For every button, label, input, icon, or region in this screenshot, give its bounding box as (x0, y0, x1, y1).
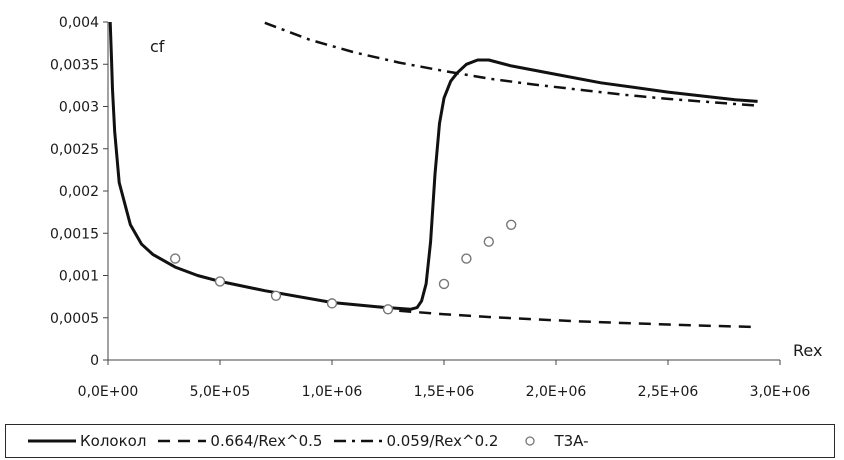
legend-item-kolokol: Колокол (28, 432, 146, 450)
series-line-0-059-rex-0-2 (264, 21, 758, 107)
x-tick-label: 2,0E+06 (526, 384, 587, 400)
legend-swatch-dashed (158, 439, 207, 443)
series-line-0-664-rex-0-5 (399, 309, 758, 329)
y-tick-label: 0 (90, 353, 99, 369)
y-tick-label: 0,004 (59, 15, 99, 31)
x-axis-label: Rex (793, 341, 822, 360)
series-line-колокол (108, 21, 758, 311)
x-tick-label: 1,0E+06 (302, 384, 363, 400)
series-t3a (169, 219, 517, 315)
y-tick-label: 0,001 (59, 269, 99, 285)
legend-label: T3A- (554, 432, 589, 450)
y-tick-label: 0,0015 (50, 226, 99, 242)
chart-legend: Колокол 0.664/Rex^0.5 0.059/Rex^0.2 T3A- (5, 424, 835, 458)
y-tick-label: 0,0035 (50, 57, 99, 73)
chart-axes: 0 0,0005 0,001 0,0015 0,002 0,0025 0,003 0,0035… (50, 15, 810, 400)
legend-label: Колокол (80, 432, 147, 450)
legend-swatch-marker (525, 436, 536, 446)
data-point (506, 219, 517, 231)
data-point (382, 304, 394, 315)
chart-series-layer (108, 21, 758, 329)
data-point (214, 276, 226, 287)
legend-swatch-solid (28, 439, 76, 443)
data-point (483, 236, 494, 247)
legend-swatch-dashdot (334, 439, 383, 443)
x-tick-label: 3,0E+06 (750, 384, 811, 400)
y-tick-label: 0,0025 (50, 142, 99, 158)
y-tick-label: 0,003 (59, 100, 99, 116)
x-tick-label: 1,5E+06 (414, 384, 475, 400)
data-point (169, 253, 181, 264)
legend-label: 0.664/Rex^0.5 (210, 432, 323, 450)
data-point (461, 253, 472, 264)
legend-label: 0.059/Rex^0.2 (386, 432, 499, 450)
y-tick-label: 0,002 (59, 184, 99, 200)
data-point (326, 298, 338, 309)
data-point (438, 278, 450, 290)
y-tick-label: 0,0005 (50, 311, 99, 327)
y-axis-label: cf (150, 37, 165, 56)
legend-item-turbulent: 0.059/Rex^0.2 (334, 432, 498, 450)
legend-item-laminar: 0.664/Rex^0.5 (158, 432, 322, 450)
x-tick-label: 5,0E+05 (190, 384, 251, 400)
data-point (270, 290, 282, 301)
legend-item-t3a: T3A- (510, 432, 589, 450)
x-tick-label: 2,5E+06 (638, 384, 699, 400)
x-tick-label: 0,0E+00 (78, 384, 139, 400)
